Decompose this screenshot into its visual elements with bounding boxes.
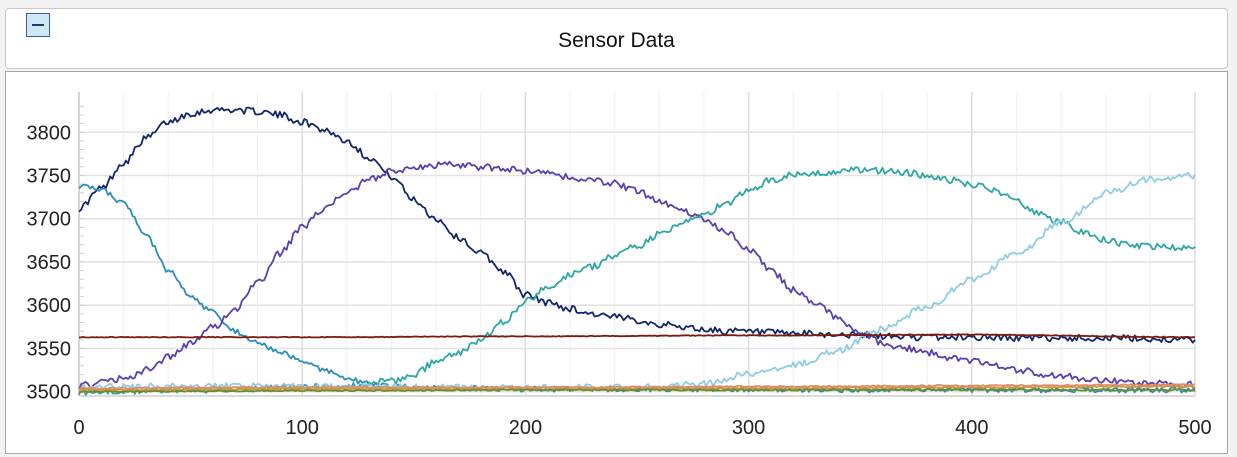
collapse-button[interactable]: [26, 13, 50, 37]
plot-area: 0 100 200 300 400 500 3500 3550 3600 3650 3700 3750…: [5, 71, 1228, 454]
axes: [78, 92, 1195, 397]
y-tick-label: 3600: [27, 295, 72, 317]
minus-icon: [32, 24, 44, 26]
series-line: [78, 384, 1196, 392]
chart-header: Sensor Data: [5, 8, 1228, 69]
x-tick-label: 300: [732, 417, 765, 439]
series-lines: [78, 106, 1196, 396]
x-tick-label: 500: [1178, 417, 1211, 439]
y-tick-label: 3650: [27, 252, 72, 274]
series-line: [78, 160, 1196, 390]
grid-lines: [78, 92, 1196, 396]
series-line: [78, 171, 1196, 393]
series-line: [78, 333, 1196, 339]
chart-title: Sensor Data: [558, 29, 675, 52]
tick-labels: 0 100 200 300 400 500 3500 3550 3600 3650 3700 3750…: [27, 122, 1212, 439]
x-tick-label: 400: [955, 417, 988, 439]
y-tick-label: 3550: [27, 338, 72, 360]
series-line: [78, 106, 1196, 344]
series-line: [78, 383, 1196, 390]
x-tick-label: 100: [286, 417, 319, 439]
y-tick-label: 3800: [27, 122, 72, 144]
series-line: [78, 388, 1196, 394]
line-chart: 0 100 200 300 400 500 3500 3550 3600 3650 3700 3750…: [27, 92, 1212, 439]
y-tick-label: 3700: [27, 209, 72, 231]
y-tick-label: 3750: [27, 166, 72, 188]
x-tick-label: 200: [509, 417, 542, 439]
y-tick-label: 3500: [27, 382, 72, 404]
x-tick-label: 0: [73, 417, 84, 439]
series-line: [78, 166, 1196, 396]
series-line: [78, 183, 1196, 394]
